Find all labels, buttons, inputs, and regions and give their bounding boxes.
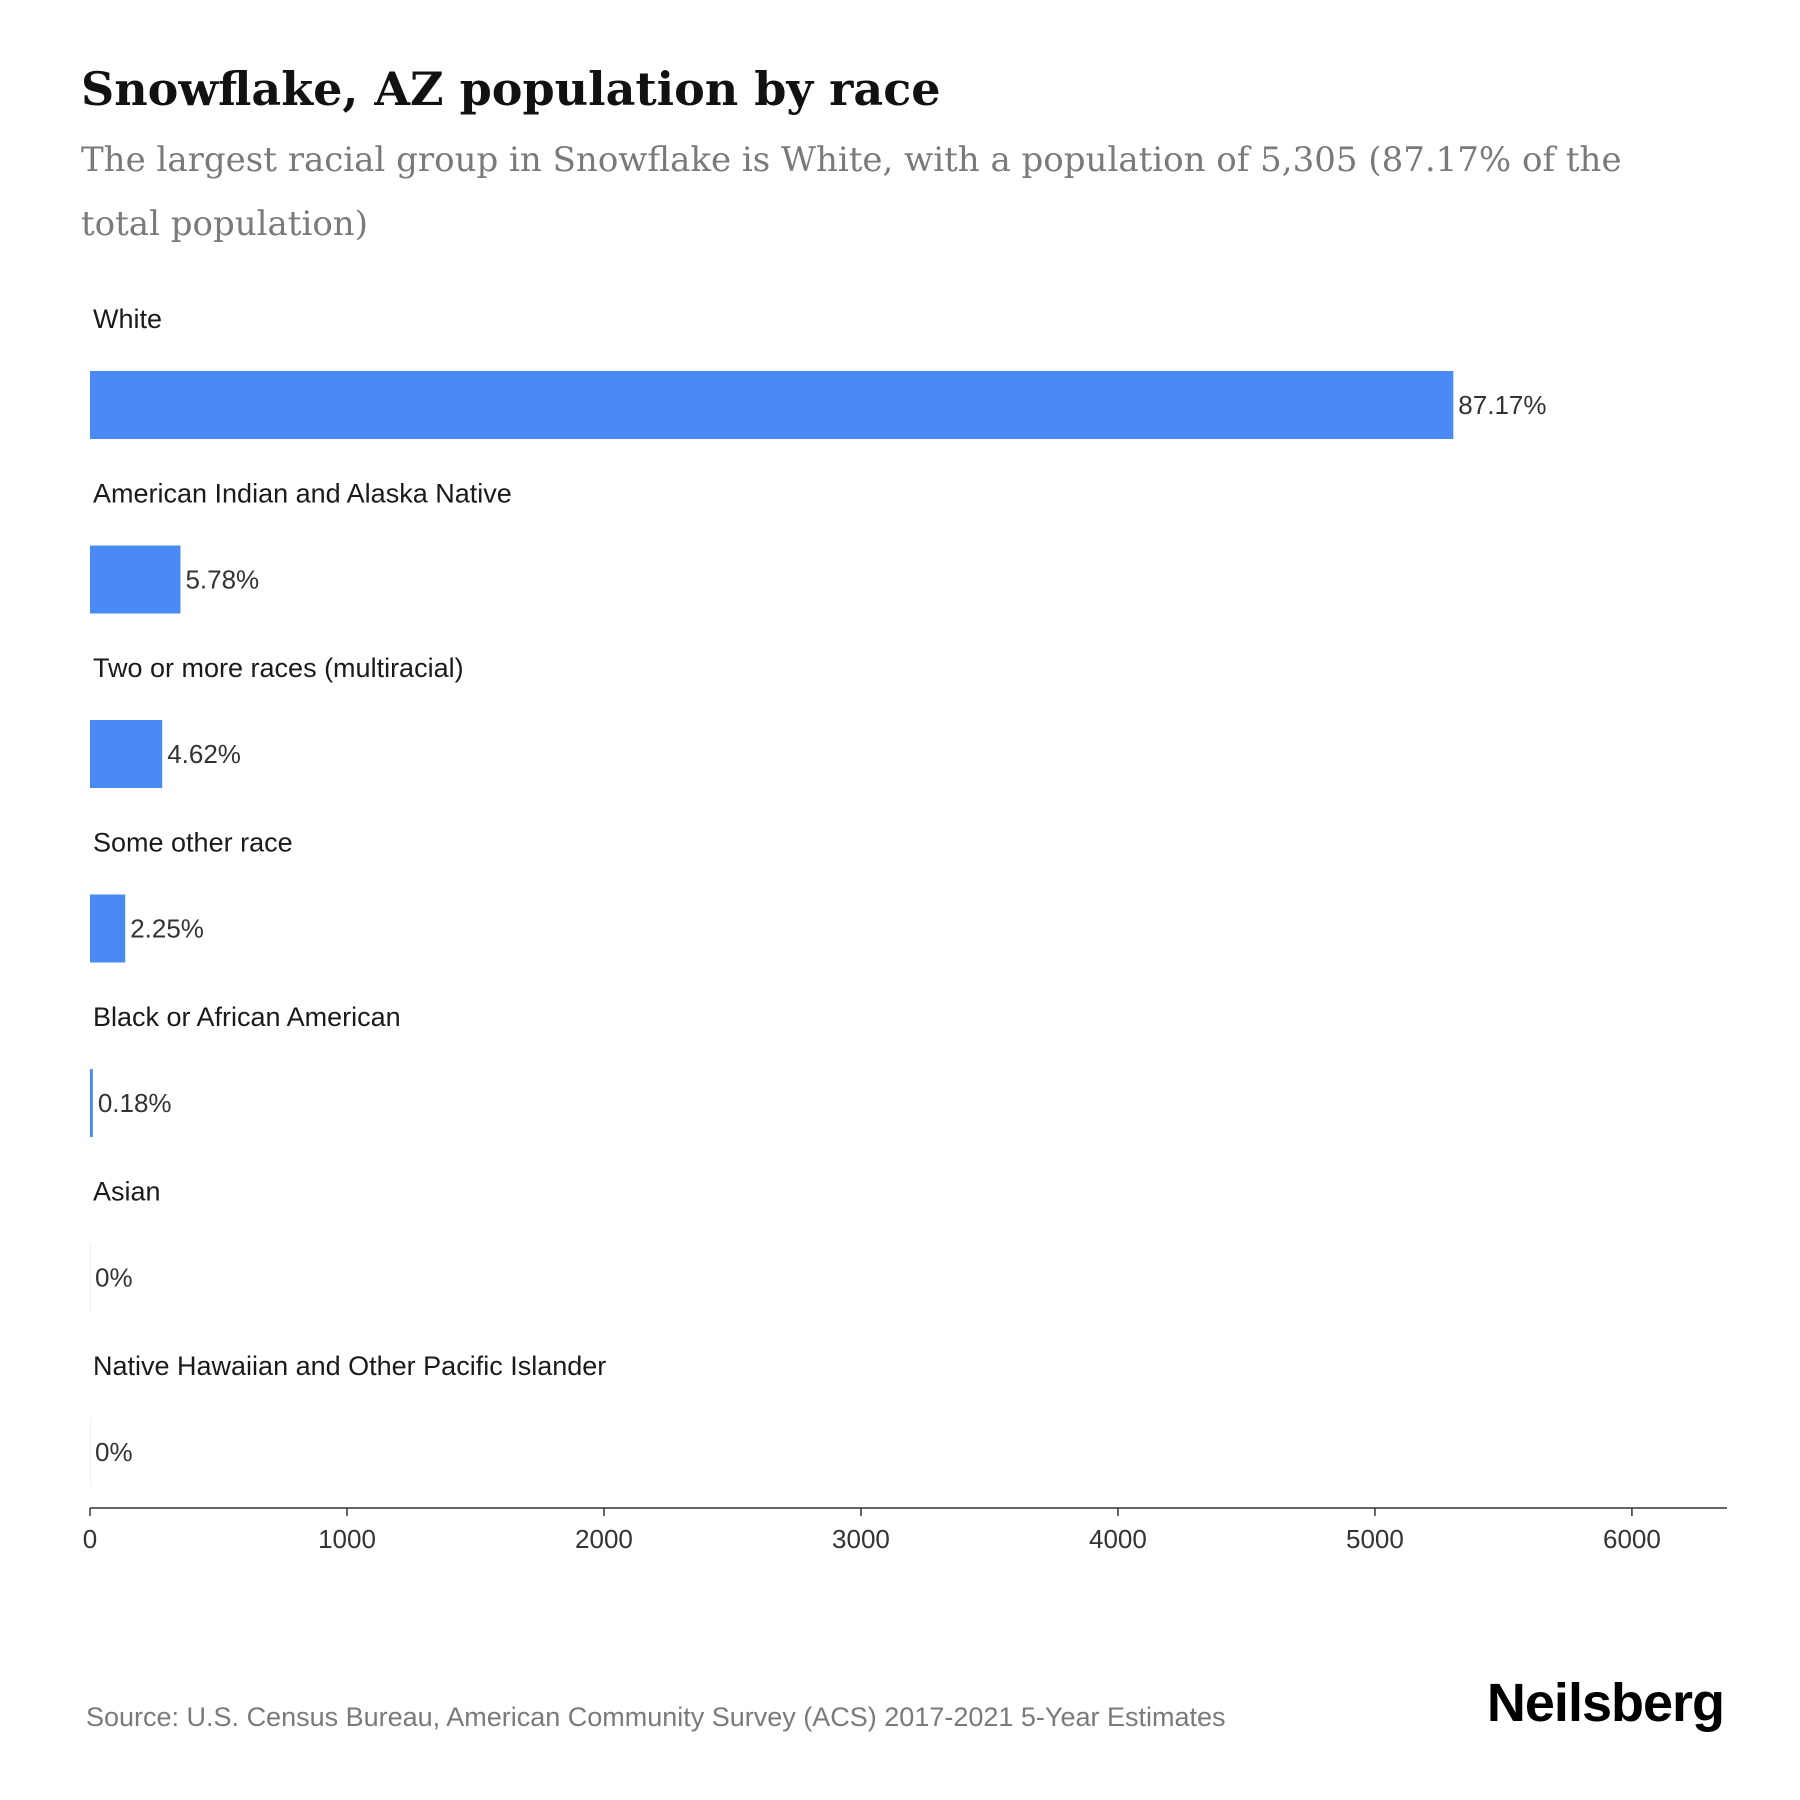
value-label-some-other-race: 2.25% (130, 914, 204, 944)
value-label-native-hawaiian-and-other-pacific-islander: 0% (95, 1437, 133, 1467)
x-tick-label-3000: 3000 (832, 1524, 890, 1554)
category-label-white: White (93, 304, 162, 334)
x-tick-label-1000: 1000 (318, 1524, 376, 1554)
bar-black-or-african-american (90, 1069, 93, 1137)
bar-white (90, 371, 1454, 439)
x-axis: 0 1000 2000 3000 4000 5000 6000 (83, 1507, 1727, 1554)
x-tick-label-2000: 2000 (575, 1524, 633, 1554)
x-tick-label-6000: 6000 (1603, 1524, 1661, 1554)
x-tick-label-4000: 4000 (1089, 1524, 1147, 1554)
value-label-asian: 0% (95, 1263, 133, 1293)
x-tick-label-5000: 5000 (1346, 1524, 1404, 1554)
category-label-black-or-african-american: Black or African American (93, 1002, 401, 1032)
bar-some-other-race (90, 894, 126, 963)
category-label-american-indian-and-alaska-native: American Indian and Alaska Native (93, 479, 512, 509)
source-note: Source: U.S. Census Bureau, American Com… (86, 1702, 1226, 1732)
value-label-white: 87.17% (1458, 390, 1546, 420)
category-label-some-other-race: Some other race (93, 828, 293, 858)
value-label-american-indian-and-alaska-native: 5.78% (185, 565, 259, 595)
brand-logo: Neilsberg (1486, 1673, 1725, 1733)
category-label-native-hawaiian-and-other-pacific-islander: Native Hawaiian and Other Pacific Island… (93, 1351, 606, 1381)
category-label-asian: Asian (93, 1177, 161, 1207)
category-label-two-or-more-races-multiracial: Two or more races (multiracial) (93, 653, 464, 683)
bar-two-or-more-races-multiracial (90, 720, 163, 788)
bars-layer: White 87.17% American Indian and Alaska Na… (90, 304, 1546, 1486)
chart-subtitle: The largest racial group in Snowflake is… (81, 140, 1622, 244)
chart-title: Snowflake, AZ population by race (81, 62, 941, 116)
value-label-black-or-african-american: 0.18% (98, 1088, 172, 1118)
x-tick-label-0: 0 (83, 1524, 97, 1554)
bar-american-indian-and-alaska-native (90, 545, 181, 614)
value-label-two-or-more-races-multiracial: 4.62% (167, 739, 241, 769)
